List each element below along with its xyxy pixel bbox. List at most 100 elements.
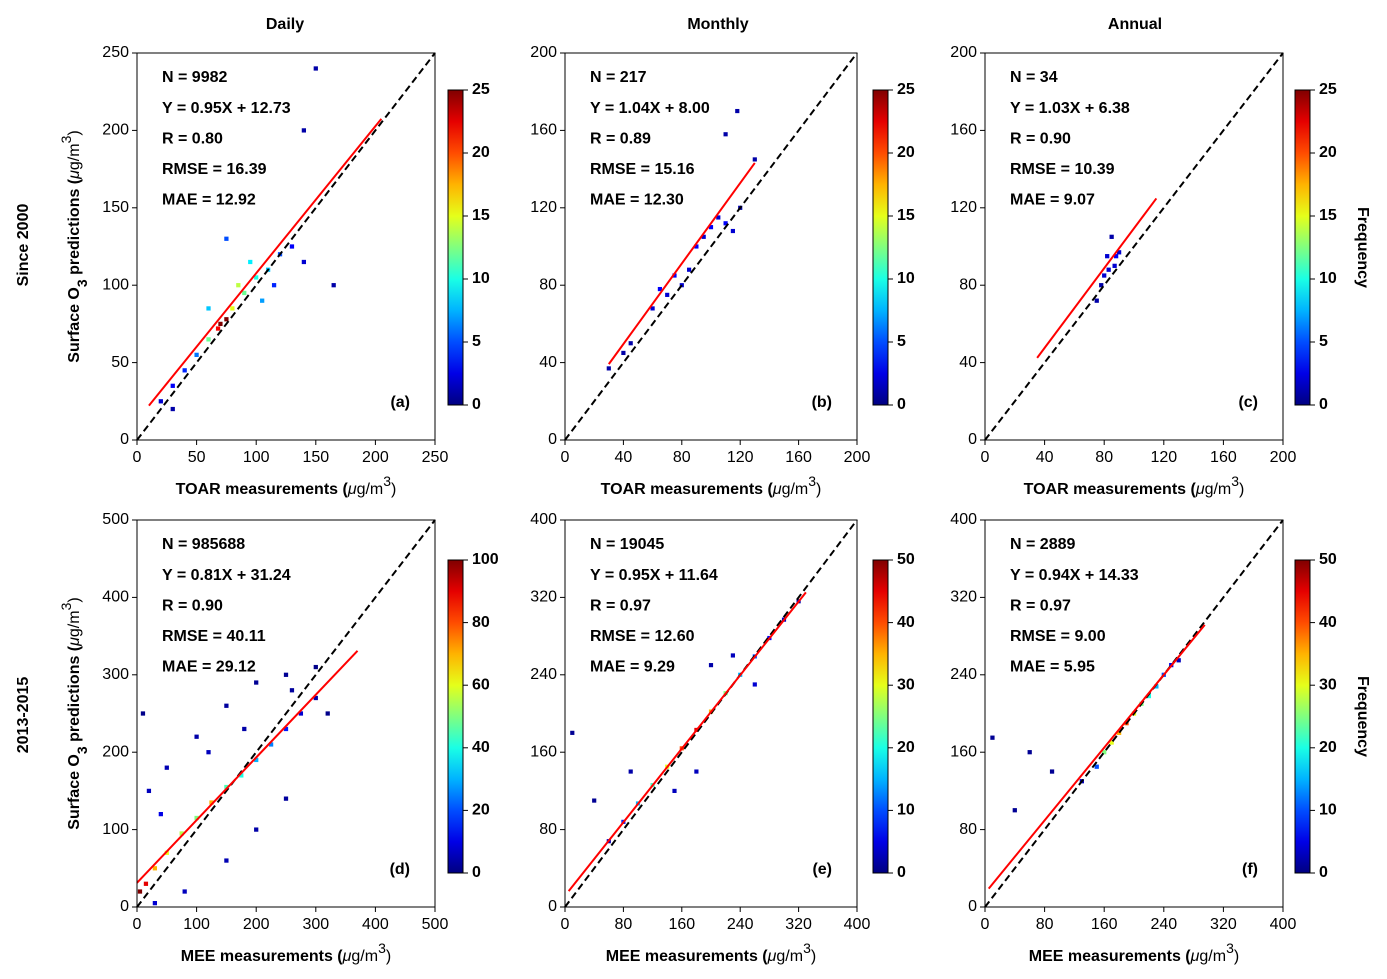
density-cell: [628, 769, 633, 774]
density-cell: [657, 286, 662, 292]
colorbar: [872, 559, 889, 874]
density-cell: [694, 769, 699, 774]
identity-line: [984, 52, 1284, 441]
panel-label: (a): [390, 394, 410, 411]
density-cell: [182, 889, 187, 894]
density-cell: [283, 726, 289, 732]
stat-text: MAE = 9.29: [590, 659, 675, 676]
y-tick-label: 120: [950, 199, 977, 216]
y-tick-label: 400: [530, 511, 557, 528]
stat-text: RMSE = 40.11: [162, 628, 266, 645]
density-cell: [1113, 254, 1119, 259]
density-cell: [752, 682, 757, 687]
colorbar-tick-label: 30: [1319, 676, 1337, 693]
density-cell: [694, 244, 699, 249]
label-part: ): [816, 481, 821, 498]
density-cell: [730, 653, 735, 658]
label-part: g/m: [357, 481, 384, 498]
colorbar-label: Frequency: [1354, 207, 1371, 288]
y-tick-label: 240: [950, 666, 977, 683]
label-part: g/m: [66, 610, 83, 637]
density-cell: [1012, 808, 1017, 813]
density-cell: [592, 798, 597, 803]
stat-text: RMSE = 9.00: [1010, 628, 1106, 645]
axes-frame: [564, 52, 858, 441]
x-tick-label: 120: [1150, 449, 1177, 466]
density-cell: [254, 680, 259, 685]
colorbar-tick-label: 0: [1319, 864, 1328, 881]
y-tick-label: 80: [959, 276, 977, 293]
x-tick-label: 100: [243, 449, 270, 466]
label-part: 3: [58, 135, 74, 143]
x-tick-label: 200: [362, 449, 389, 466]
x-axis-label: TOAR measurements (μg/m3): [176, 473, 397, 499]
x-tick-label: 160: [1091, 916, 1118, 933]
x-tick-label: 250: [422, 449, 449, 466]
x-tick-label: 0: [981, 449, 990, 466]
density-cell: [301, 259, 307, 265]
colorbar-tick-label: 10: [1319, 270, 1337, 287]
density-cell: [254, 757, 259, 763]
density-cell: [606, 366, 611, 371]
label-part: 3: [1231, 473, 1239, 489]
y-tick-label: 160: [530, 743, 557, 760]
colorbar-tick-label: 0: [897, 396, 906, 413]
density-cell: [224, 784, 229, 790]
density-cell: [1176, 658, 1181, 663]
density-cell: [230, 306, 235, 311]
x-tick-label: 80: [615, 916, 633, 933]
density-cell: [283, 672, 289, 677]
y-tick-label: 250: [102, 44, 129, 61]
label-part: μ: [342, 948, 352, 965]
colorbar-tick-label: 20: [897, 144, 915, 161]
stat-text: R = 0.90: [162, 597, 223, 614]
y-tick-label: 100: [102, 821, 129, 838]
label-part: Surface O: [66, 287, 83, 363]
density-cell: [209, 800, 214, 805]
density-cell: [687, 267, 692, 272]
y-tick-label: 0: [968, 898, 977, 915]
x-tick-label: 200: [844, 449, 871, 466]
identity-line: [136, 52, 436, 441]
y-tick-label: 500: [102, 511, 129, 528]
colorbar-tick-label: 40: [897, 614, 915, 631]
density-cell: [708, 225, 714, 230]
label-part: ): [66, 130, 83, 135]
density-cell: [143, 881, 149, 886]
colorbar-tick-label: 30: [897, 676, 915, 693]
label-part: μ: [767, 948, 777, 965]
colorbar-tick-label: 5: [472, 333, 481, 350]
y-tick-label: 80: [539, 276, 557, 293]
x-tick-label: 50: [188, 449, 206, 466]
density-cell: [206, 306, 211, 311]
label-part: g/m: [782, 481, 809, 498]
colorbar-tick-label: 100: [472, 551, 499, 568]
colorbar-tick-label: 25: [472, 81, 490, 98]
label-part: g/m: [1205, 481, 1232, 498]
y-axis-label: Surface O3 predictions (μg/m3): [58, 130, 90, 362]
density-cell: [1146, 693, 1152, 699]
axes-frame: [564, 519, 858, 908]
colorbar: [447, 89, 464, 406]
colorbar-tick-label: 0: [1319, 396, 1328, 413]
density-cell: [621, 350, 626, 356]
label-part: 3: [383, 473, 391, 489]
label-part: 3: [803, 940, 811, 956]
density-cell: [283, 796, 289, 801]
density-cell: [146, 788, 152, 794]
label-part: ): [386, 948, 391, 965]
density-cell: [1106, 267, 1111, 272]
stat-text: R = 0.90: [1010, 130, 1071, 147]
fit-line: [567, 591, 807, 892]
colorbar-tick-label: 20: [897, 739, 915, 756]
x-tick-label: 150: [302, 449, 329, 466]
row-label: 2013-2015: [15, 677, 32, 754]
y-tick-label: 200: [530, 44, 557, 61]
density-cell: [268, 742, 274, 747]
panel-label: (d): [390, 861, 410, 878]
label-part: 3: [74, 279, 90, 287]
density-cell: [194, 352, 199, 357]
